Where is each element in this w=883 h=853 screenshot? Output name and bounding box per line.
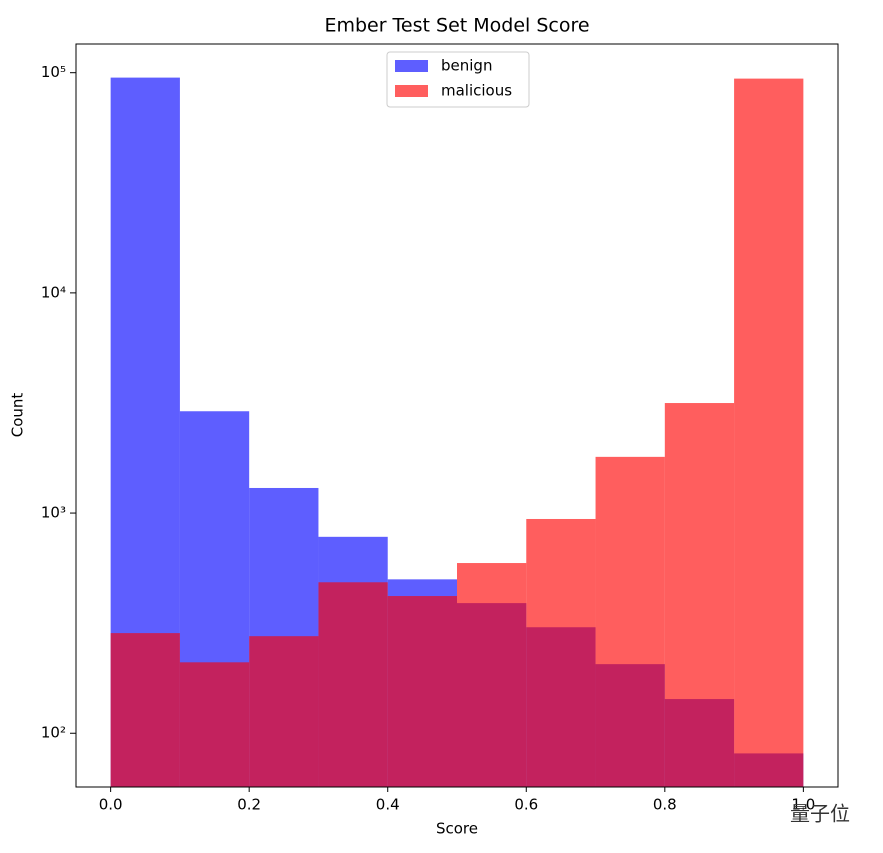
- watermark: 量子位: [790, 802, 850, 826]
- legend-swatch: [395, 85, 428, 97]
- y-tick-label: 10²: [41, 724, 66, 742]
- plot-frame: [75, 43, 839, 788]
- legend-label: malicious: [441, 82, 512, 100]
- bar: [318, 582, 388, 787]
- y-tick-label: 10⁴: [41, 283, 66, 301]
- x-tick-label: 0.4: [376, 796, 400, 814]
- chart-title: Ember Test Set Model Score: [324, 15, 589, 37]
- bar: [526, 518, 596, 787]
- bar: [664, 403, 735, 787]
- x-tick-label: 0.6: [514, 796, 538, 814]
- bar: [457, 563, 527, 787]
- x-tick-label: 0.0: [99, 796, 123, 814]
- bar: [249, 636, 319, 787]
- y-axis-label: Count: [9, 393, 27, 438]
- x-tick-label: 0.8: [653, 796, 677, 814]
- bar: [734, 78, 804, 788]
- x-tick-label: 0.2: [237, 796, 261, 814]
- y-tick-label: 10³: [41, 504, 66, 522]
- x-axis-label: Score: [436, 820, 478, 838]
- x-tick-label: 1.0: [791, 796, 815, 814]
- bar: [387, 596, 457, 787]
- bar: [110, 633, 180, 787]
- legend-swatch: [395, 60, 428, 72]
- bar: [595, 456, 665, 787]
- y-tick-label: 10⁵: [41, 63, 66, 81]
- legend: benign malicious: [386, 51, 530, 108]
- legend-label: benign: [441, 57, 492, 75]
- bar: [179, 662, 250, 787]
